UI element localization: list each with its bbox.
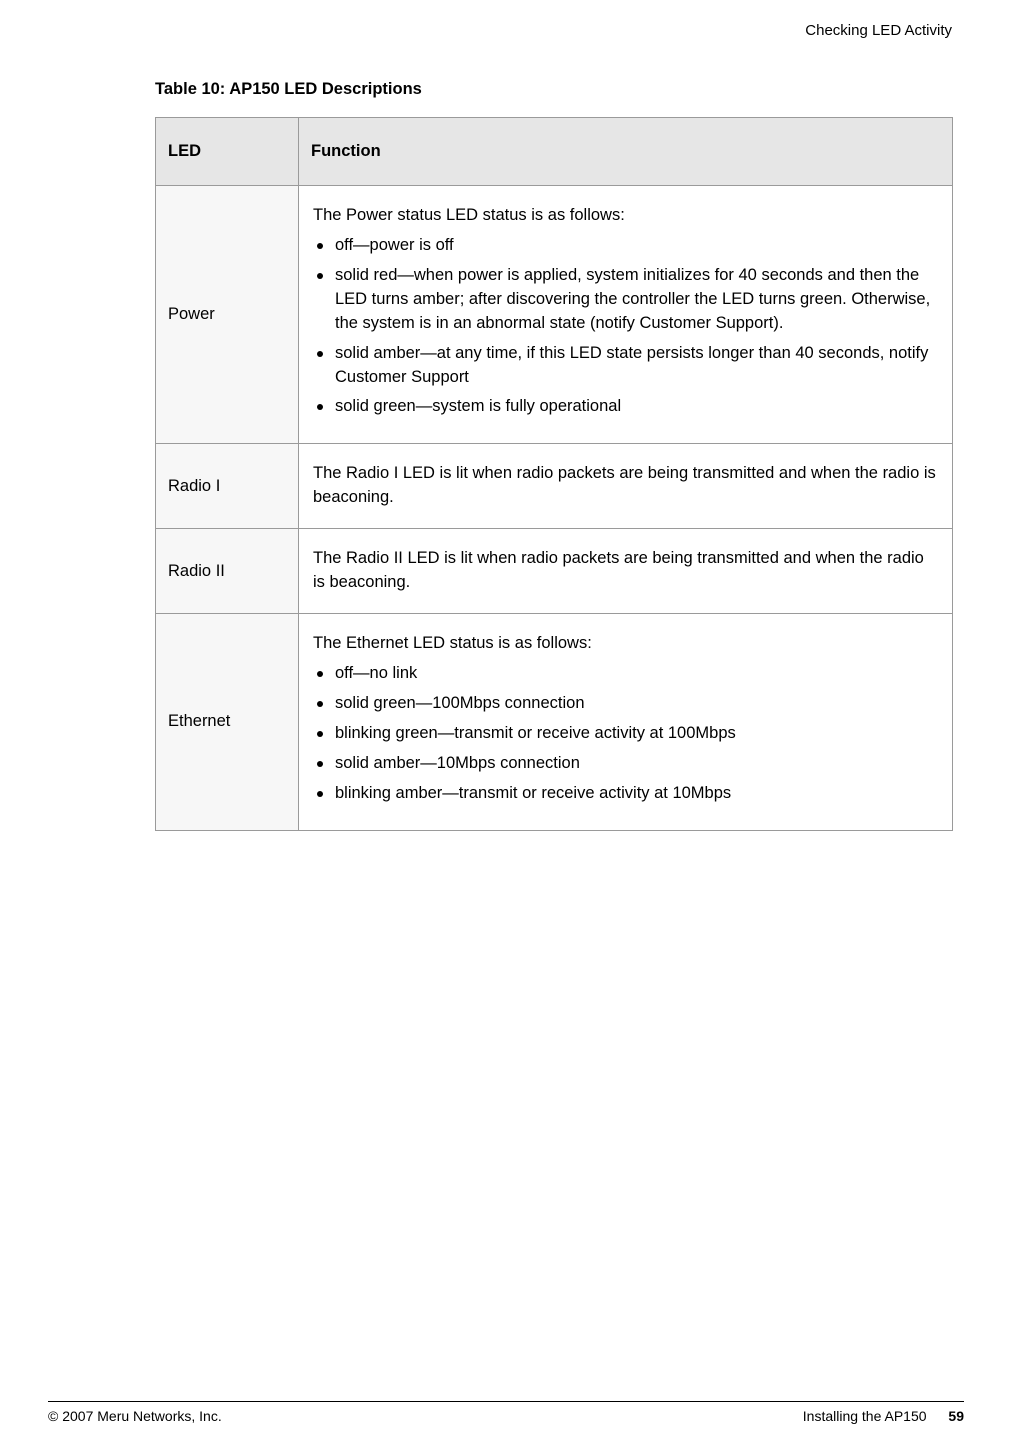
led-function-cell: The Ethernet LED status is as follows: o…: [299, 614, 953, 831]
footer-page-number: 59: [948, 1408, 964, 1424]
list-item: blinking amber—transmit or receive activ…: [313, 782, 938, 806]
led-name-cell: Ethernet: [156, 614, 299, 831]
list-item: off—power is off: [313, 234, 938, 258]
table-row: Radio I The Radio I LED is lit when radi…: [156, 444, 953, 529]
led-function-cell: The Radio I LED is lit when radio packet…: [299, 444, 953, 529]
footer-right: Installing the AP150 59: [803, 1408, 964, 1424]
table-title: Table 10: AP150 LED Descriptions: [155, 80, 953, 99]
function-intro: The Radio I LED is lit when radio packet…: [313, 464, 936, 506]
list-item: blinking green—transmit or receive activ…: [313, 722, 938, 746]
function-intro: The Power status LED status is as follow…: [313, 204, 938, 228]
function-list: off—power is off solid red—when power is…: [313, 234, 938, 419]
function-intro: The Radio II LED is lit when radio packe…: [313, 549, 924, 591]
list-item: solid red—when power is applied, system …: [313, 264, 938, 336]
table-row: Radio II The Radio II LED is lit when ra…: [156, 529, 953, 614]
led-name-cell: Power: [156, 186, 299, 444]
page-section-header: Checking LED Activity: [805, 22, 952, 39]
main-content: Table 10: AP150 LED Descriptions LED Fun…: [155, 80, 953, 831]
list-item: solid amber—10Mbps connection: [313, 752, 938, 776]
led-descriptions-table: LED Function Power The Power status LED …: [155, 117, 953, 831]
table-row: Power The Power status LED status is as …: [156, 186, 953, 444]
page-footer: © 2007 Meru Networks, Inc. Installing th…: [48, 1401, 964, 1424]
led-function-cell: The Radio II LED is lit when radio packe…: [299, 529, 953, 614]
list-item: off—no link: [313, 662, 938, 686]
column-header-function: Function: [299, 118, 953, 186]
list-item: solid green—100Mbps connection: [313, 692, 938, 716]
table-row: Ethernet The Ethernet LED status is as f…: [156, 614, 953, 831]
list-item: solid green—system is fully operational: [313, 395, 938, 419]
table-header-row: LED Function: [156, 118, 953, 186]
function-list: off—no link solid green—100Mbps connecti…: [313, 662, 938, 806]
function-intro: The Ethernet LED status is as follows:: [313, 632, 938, 656]
column-header-led: LED: [156, 118, 299, 186]
footer-copyright: © 2007 Meru Networks, Inc.: [48, 1408, 222, 1424]
led-function-cell: The Power status LED status is as follow…: [299, 186, 953, 444]
led-name-cell: Radio II: [156, 529, 299, 614]
led-name-cell: Radio I: [156, 444, 299, 529]
list-item: solid amber—at any time, if this LED sta…: [313, 342, 938, 390]
footer-chapter: Installing the AP150: [803, 1408, 927, 1424]
